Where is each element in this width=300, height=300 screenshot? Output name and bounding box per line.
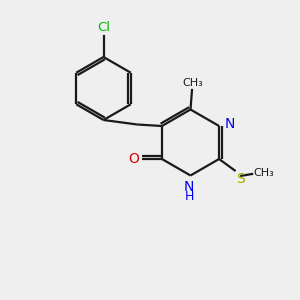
Text: O: O [128,152,139,166]
Text: N: N [224,118,235,131]
Text: Cl: Cl [97,21,110,34]
Text: S: S [236,172,245,186]
Text: CH₃: CH₃ [182,78,203,88]
Text: H: H [184,190,194,203]
Text: N: N [184,180,194,194]
Text: CH₃: CH₃ [254,168,274,178]
